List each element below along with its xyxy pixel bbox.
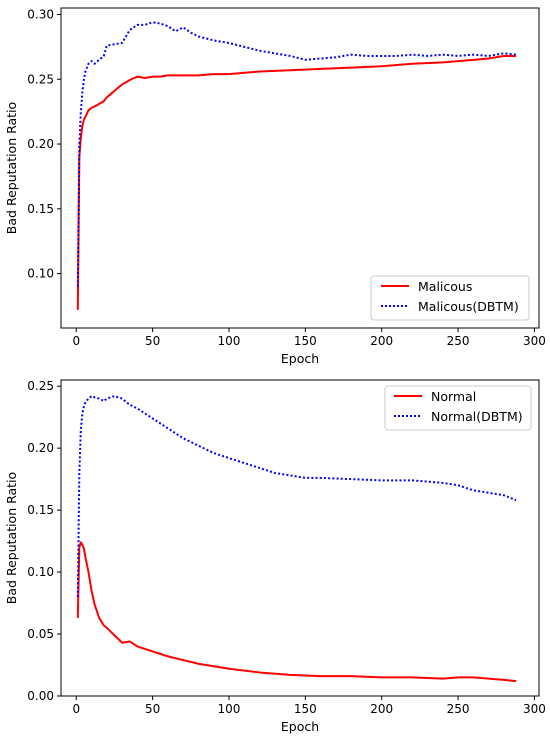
x-tick-label: 150 <box>294 334 317 348</box>
normal-chart-panel: 0 50 100 150 200 250 300 0.00 0.05 0.10 0.15 0.20 0.… <box>4 379 546 734</box>
plot-area-frame <box>60 379 540 697</box>
x-tick-label: 200 <box>370 702 393 716</box>
y-axis-label: Bad Reputation Ratio <box>4 102 19 234</box>
plot-area-frame <box>60 7 540 329</box>
malicious-chart-panel: 0 50 100 150 200 250 300 0.10 0.15 0.20 0.25 0.30 E… <box>4 7 546 366</box>
x-tick-label: 50 <box>145 334 160 348</box>
x-tick-label: 300 <box>523 334 546 348</box>
y-tick-label: 0.05 <box>27 627 54 641</box>
x-tick-label: 300 <box>523 702 546 716</box>
series-layer <box>76 395 517 683</box>
x-tick-label: 250 <box>447 702 470 716</box>
y-tick-label: 0.15 <box>27 202 54 216</box>
axis-ticks: 0 50 100 150 200 250 300 0.10 0.15 0.20 0.25 0.30 <box>27 7 546 348</box>
x-axis-label: Epoch <box>281 719 319 734</box>
legend: Normal Normal(DBTM) <box>384 385 532 431</box>
y-tick-label: 0.20 <box>27 441 54 455</box>
legend-box <box>370 275 530 321</box>
y-tick-label: 0.15 <box>27 503 54 517</box>
x-tick-label: 0 <box>72 702 80 716</box>
x-tick-label: 100 <box>218 702 241 716</box>
series-line-primary <box>76 541 517 683</box>
y-axis-label: Bad Reputation Ratio <box>4 472 19 604</box>
legend-label-malicous: Malicous <box>418 279 472 294</box>
y-tick-label: 0.20 <box>27 137 54 151</box>
y-tick-label: 0.10 <box>27 565 54 579</box>
y-tick-label: 0.10 <box>27 267 54 281</box>
x-axis-label: Epoch <box>281 351 319 366</box>
y-tick-label: 0.30 <box>27 7 54 21</box>
y-tick-label: 0.25 <box>27 379 54 393</box>
series-line-dbtm <box>76 21 517 287</box>
x-tick-label: 150 <box>294 702 317 716</box>
x-tick-label: 200 <box>370 334 393 348</box>
legend-label-normal: Normal <box>431 389 476 404</box>
legend: Malicous Malicous(DBTM) <box>370 275 530 321</box>
axis-ticks: 0 50 100 150 200 250 300 0.00 0.05 0.10 0.15 0.20 0.… <box>27 379 546 716</box>
x-tick-label: 0 <box>72 334 80 348</box>
x-tick-label: 250 <box>447 334 470 348</box>
series-line-primary <box>76 54 517 310</box>
x-tick-label: 100 <box>218 334 241 348</box>
legend-label-normal-dbtm: Normal(DBTM) <box>431 409 523 424</box>
x-tick-label: 50 <box>145 702 160 716</box>
series-layer <box>76 21 517 310</box>
legend-label-malicous-dbtm: Malicous(DBTM) <box>418 299 519 314</box>
y-tick-label: 0.25 <box>27 72 54 86</box>
y-tick-label: 0.00 <box>27 689 54 703</box>
